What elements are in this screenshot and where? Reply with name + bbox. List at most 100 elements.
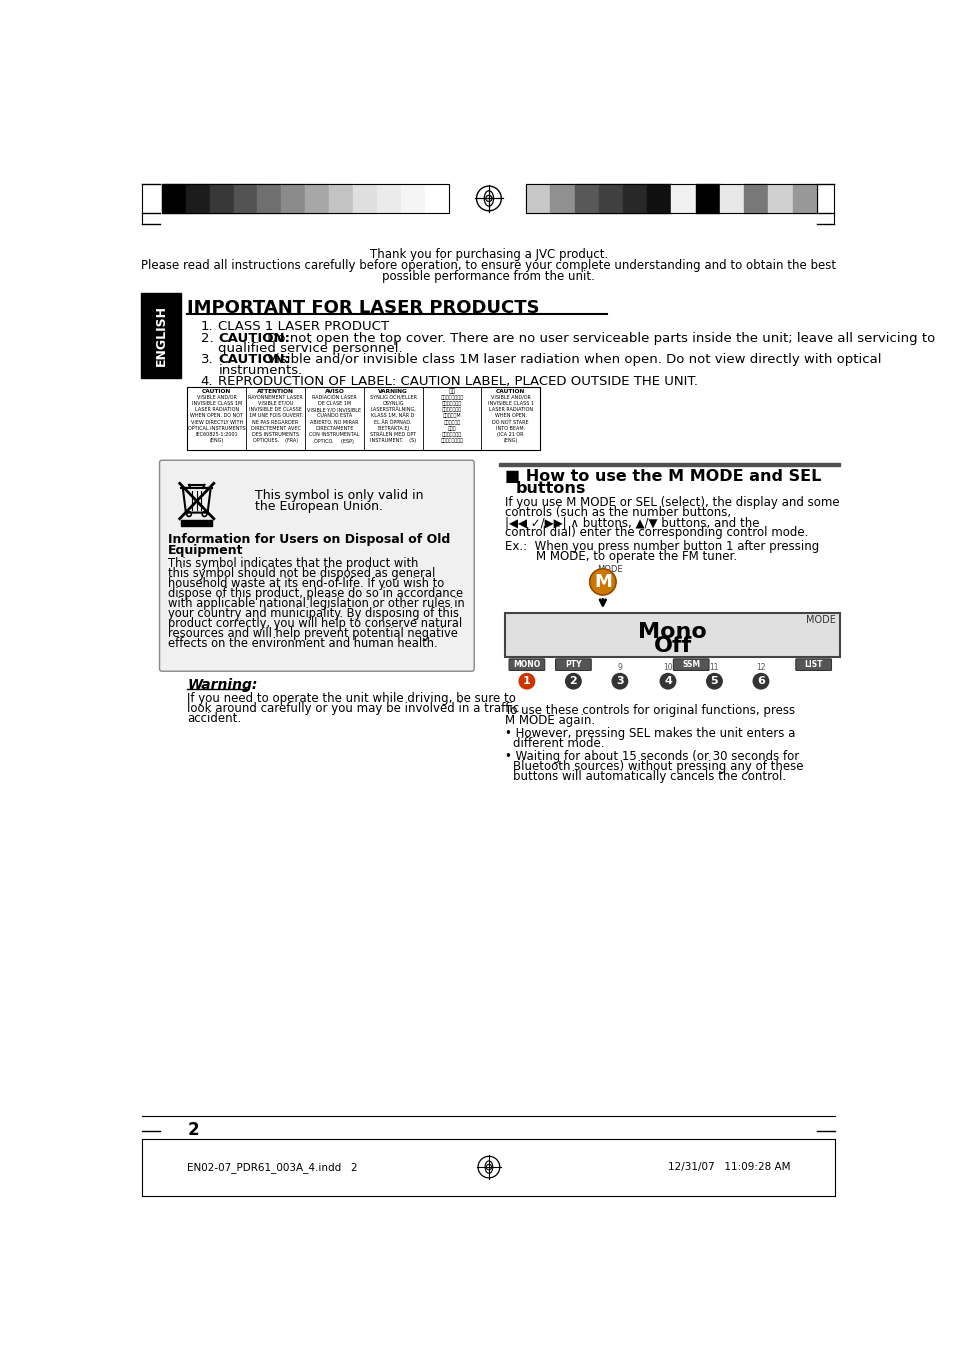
Text: CAUTION: CAUTION bbox=[202, 388, 232, 393]
Text: CAUTION:: CAUTION: bbox=[218, 353, 290, 366]
Circle shape bbox=[659, 673, 675, 690]
Text: qualified service personnel.: qualified service personnel. bbox=[218, 342, 403, 356]
Text: accident.: accident. bbox=[187, 713, 241, 725]
Text: buttons: buttons bbox=[516, 481, 586, 496]
Bar bbox=[671, 184, 695, 214]
Bar bbox=[720, 184, 743, 214]
FancyBboxPatch shape bbox=[795, 658, 831, 671]
Text: the European Union.: the European Union. bbox=[254, 500, 382, 514]
Bar bbox=[353, 184, 376, 214]
Text: 注意: 注意 bbox=[448, 388, 455, 395]
Bar bbox=[281, 184, 305, 214]
Text: 12: 12 bbox=[756, 662, 765, 672]
Text: effects on the environment and human health.: effects on the environment and human hea… bbox=[168, 637, 437, 650]
Bar bbox=[181, 521, 212, 526]
Circle shape bbox=[589, 569, 616, 595]
Bar bbox=[498, 462, 840, 466]
Circle shape bbox=[476, 187, 500, 211]
Text: CLASS 1 LASER PRODUCT: CLASS 1 LASER PRODUCT bbox=[218, 320, 389, 333]
Text: IMPORTANT FOR LASER PRODUCTS: IMPORTANT FOR LASER PRODUCTS bbox=[187, 299, 539, 318]
Text: Mono: Mono bbox=[638, 622, 706, 642]
Bar bbox=[162, 184, 186, 214]
Text: Please read all instructions carefully before operation, to ensure your complete: Please read all instructions carefully b… bbox=[141, 260, 836, 272]
FancyBboxPatch shape bbox=[555, 658, 591, 671]
Text: This symbol is only valid in: This symbol is only valid in bbox=[254, 489, 423, 503]
Text: Warning:: Warning: bbox=[187, 679, 257, 692]
Text: MONO: MONO bbox=[513, 660, 540, 669]
Circle shape bbox=[565, 673, 580, 690]
Text: product correctly, you will help to conserve natural: product correctly, you will help to cons… bbox=[168, 618, 461, 630]
Text: VARNING: VARNING bbox=[378, 388, 408, 393]
Bar bbox=[257, 184, 281, 214]
Text: LIST: LIST bbox=[803, 660, 822, 669]
Text: CAUTION:: CAUTION: bbox=[218, 331, 290, 345]
Text: 7: 7 bbox=[524, 662, 529, 672]
Text: 6: 6 bbox=[757, 676, 764, 687]
Text: 3.: 3. bbox=[200, 353, 213, 366]
Text: To use these controls for original functions, press: To use these controls for original funct… bbox=[505, 703, 795, 717]
Text: resources and will help prevent potential negative: resources and will help prevent potentia… bbox=[168, 627, 457, 641]
Circle shape bbox=[753, 673, 768, 690]
Text: 2: 2 bbox=[187, 1121, 199, 1138]
Text: 10: 10 bbox=[662, 662, 672, 672]
Text: • Waiting for about 15 seconds (or 30 seconds for: • Waiting for about 15 seconds (or 30 se… bbox=[505, 750, 799, 763]
FancyBboxPatch shape bbox=[159, 460, 474, 671]
Bar bbox=[550, 184, 574, 214]
Text: RADIACIÓN LÁSER
DE CLASE 1M
VISIBLE Y/O INVISIBLE
CUANDO ESTÁ
ABIERTO. NO MIRAR
: RADIACIÓN LÁSER DE CLASE 1M VISIBLE Y/O … bbox=[307, 395, 361, 445]
Text: If you use M MODE or SEL (select), the display and some: If you use M MODE or SEL (select), the d… bbox=[505, 496, 839, 510]
Bar bbox=[622, 184, 646, 214]
Bar bbox=[505, 612, 840, 657]
Bar bbox=[141, 293, 181, 377]
Text: 12/31/07   11:09:28 AM: 12/31/07 11:09:28 AM bbox=[667, 1163, 790, 1172]
Bar bbox=[525, 184, 550, 214]
Text: VISIBLE AND/OR
INVISIBLE CLASS 1
LASER RADIATION
WHEN OPEN.
DO NOT STARE
INTO BE: VISIBLE AND/OR INVISIBLE CLASS 1 LASER R… bbox=[487, 395, 533, 443]
Text: look around carefully or you may be involved in a traffic: look around carefully or you may be invo… bbox=[187, 702, 519, 715]
Text: dispose of this product, please do so in accordance: dispose of this product, please do so in… bbox=[168, 587, 463, 600]
Text: RAYONNEMENT LASER
VISIBLE ET/OU
INVISIBLE DE CLASSE
1M UNE FOIS OUVERT.
NE PAS R: RAYONNEMENT LASER VISIBLE ET/OU INVISIBL… bbox=[248, 395, 303, 443]
Text: your country and municipality. By disposing of this: your country and municipality. By dispos… bbox=[168, 607, 458, 621]
Text: different mode.: different mode. bbox=[513, 737, 604, 749]
Text: 1.: 1. bbox=[200, 320, 213, 333]
Circle shape bbox=[706, 673, 721, 690]
Text: 3: 3 bbox=[616, 676, 623, 687]
Bar bbox=[424, 184, 448, 214]
Text: 8: 8 bbox=[571, 662, 576, 672]
FancyBboxPatch shape bbox=[509, 658, 544, 671]
Text: M MODE again.: M MODE again. bbox=[505, 714, 595, 726]
Circle shape bbox=[612, 673, 627, 690]
Text: Information for Users on Disposal of Old: Information for Users on Disposal of Old bbox=[168, 534, 450, 546]
Text: instruments.: instruments. bbox=[218, 364, 302, 377]
Text: 2: 2 bbox=[569, 676, 577, 687]
Text: ATTENTION: ATTENTION bbox=[257, 388, 294, 393]
Text: 4.: 4. bbox=[200, 375, 213, 388]
Text: Equipment: Equipment bbox=[168, 544, 243, 557]
Text: this symbol should not be disposed as general: this symbol should not be disposed as ge… bbox=[168, 568, 435, 580]
Circle shape bbox=[518, 673, 534, 690]
FancyBboxPatch shape bbox=[673, 658, 708, 671]
Text: Do not open the top cover. There are no user serviceable parts inside the unit; : Do not open the top cover. There are no … bbox=[263, 331, 935, 345]
Text: Off: Off bbox=[653, 635, 691, 656]
Text: 1: 1 bbox=[522, 676, 530, 687]
Text: |◀◀ ✓/▶▶| ∧ buttons, ▲/▼ buttons, and the: |◀◀ ✓/▶▶| ∧ buttons, ▲/▼ buttons, and th… bbox=[505, 516, 759, 530]
Text: 5: 5 bbox=[710, 676, 718, 687]
Text: buttons will automatically cancels the control.: buttons will automatically cancels the c… bbox=[513, 769, 785, 783]
Bar bbox=[574, 184, 598, 214]
Text: controls (such as the number buttons,: controls (such as the number buttons, bbox=[505, 507, 731, 519]
Text: Ex.:  When you press number button 1 after pressing: Ex.: When you press number button 1 afte… bbox=[505, 539, 819, 553]
Text: with applicable national legislation or other rules in: with applicable national legislation or … bbox=[168, 598, 464, 610]
Bar bbox=[162, 184, 448, 214]
Bar bbox=[187, 387, 539, 450]
Text: AVISO: AVISO bbox=[324, 388, 344, 393]
Text: ENGLISH: ENGLISH bbox=[154, 306, 168, 366]
Text: PTY: PTY bbox=[564, 660, 581, 669]
Text: 9: 9 bbox=[617, 662, 621, 672]
Bar bbox=[646, 184, 671, 214]
Text: Bluetooth sources) without pressing any of these: Bluetooth sources) without pressing any … bbox=[513, 760, 802, 773]
Bar bbox=[695, 184, 720, 214]
Text: control dial) enter the corresponding control mode.: control dial) enter the corresponding co… bbox=[505, 526, 808, 539]
Bar bbox=[186, 184, 210, 214]
Text: household waste at its end-of-life. If you wish to: household waste at its end-of-life. If y… bbox=[168, 577, 444, 591]
Bar bbox=[210, 184, 233, 214]
Text: M: M bbox=[594, 573, 611, 591]
Bar bbox=[525, 184, 816, 214]
